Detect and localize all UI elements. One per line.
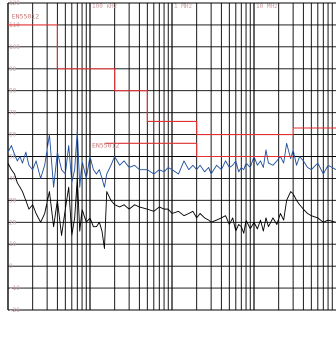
x-tick-label: 1 MHz [174, 3, 192, 10]
y-tick-label: 60 [9, 132, 17, 139]
limit_class_a-line [8, 24, 336, 136]
y-tick-label: -10 [9, 285, 20, 292]
peak-line [7, 129, 336, 188]
x-tick-label: 100 kHz [92, 3, 118, 10]
y-tick-label: 50 [9, 154, 17, 161]
vertical-gridlines [7, 3, 333, 310]
limit-line-label: EN55012 [12, 12, 39, 20]
y-tick-label: 30 [9, 197, 17, 204]
y-tick-label: 10 [9, 241, 17, 248]
y-tick-label: 20 [9, 219, 17, 226]
y-tick-label: 80 [9, 88, 17, 95]
series-layer [7, 24, 336, 250]
y-tick-label: 0 [9, 263, 13, 270]
y-tick-label: 90 [9, 66, 17, 73]
average-line [7, 162, 336, 250]
y-tick-label: 100 [9, 44, 20, 51]
limit_class_b-line [104, 142, 294, 158]
limit-labels: EN55012 EN55012 [12, 12, 120, 149]
y-tick-label: 70 [9, 110, 17, 117]
limit-line-label: EN55012 [92, 142, 119, 150]
x-tick-labels: 100 kHz 1 MHz 10 MHz [92, 3, 278, 10]
y-tick-label: -20 [9, 307, 20, 314]
y-tick-label: 120 [9, 0, 20, 7]
x-tick-label: 10 MHz [256, 3, 278, 10]
y-tick-label: 40 [9, 175, 17, 182]
